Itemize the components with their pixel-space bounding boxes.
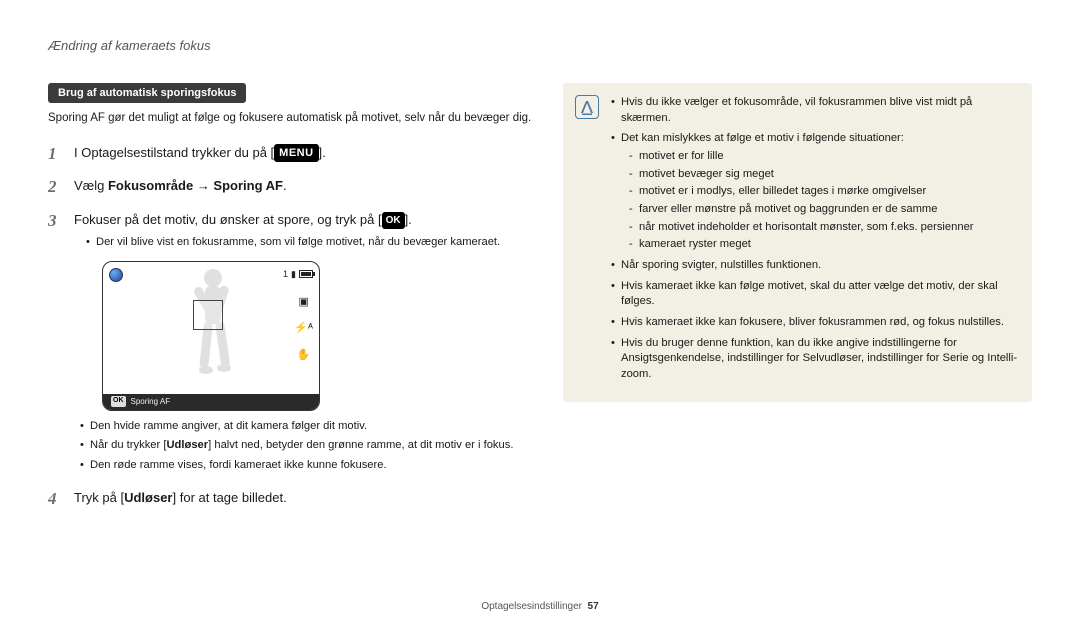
camera-screen-illustration: 1 ▮ [102, 261, 320, 411]
right-column: Hvis du ikke vælger et fokusområde, vil … [563, 83, 1032, 511]
bullet-item: Den røde ramme vises, fordi kameraet ikk… [80, 458, 537, 474]
step-body: Tryk på [Udløser] for at tage billedet. [74, 486, 537, 508]
step-body: Fokuser på det motiv, du ønsker at spore… [74, 208, 537, 478]
note-subitem: motivet er i modlys, eller billedet tage… [629, 184, 1018, 200]
mode-icon [109, 268, 123, 282]
note-box: Hvis du ikke vælger et fokusområde, vil … [563, 83, 1032, 402]
note-item: Hvis du ikke vælger et fokusområde, vil … [611, 95, 1018, 126]
side-icons: ▣ ⚡ᴬ ✋ [294, 294, 313, 364]
step-body: I Optagelsestilstand trykker du på [MENU… [74, 141, 537, 163]
ok-badge: OK [111, 396, 126, 407]
bullet-item: Når du trykker [Udløser] halvt ned, bety… [80, 438, 537, 454]
card-icon: ▮ [291, 268, 296, 282]
bullet-item: Den hvide ramme angiver, at dit kamera f… [80, 419, 537, 435]
battery-icon [299, 270, 313, 278]
page-header: Ændring af kameraets fokus [0, 0, 1080, 53]
flash-icon: ⚡ᴬ [294, 320, 313, 337]
step-number: 3 [48, 208, 64, 234]
note-subitem: motivet bevæger sig meget [629, 167, 1018, 183]
ok-button-icon: OK [382, 212, 405, 229]
focus-frame [193, 300, 223, 330]
header-title: Ændring af kameraets fokus [48, 38, 211, 53]
note-item: Det kan mislykkes at følge et motiv i fø… [611, 131, 1018, 253]
intro-text: Sporing AF gør det muligt at følge og fo… [48, 111, 537, 127]
step-3: 3 Fokuser på det motiv, du ønsker at spo… [48, 208, 537, 478]
note-item: Hvis kameraet ikke kan følge motivet, sk… [611, 279, 1018, 310]
content-columns: Brug af automatisk sporingsfokus Sporing… [0, 53, 1080, 511]
post-screen-bullets: Den hvide ramme angiver, at dit kamera f… [74, 419, 537, 474]
step-body: Vælg Fokusområde → Sporing AF. [74, 174, 537, 196]
screen-bottom-bar: OK Sporing AF [103, 394, 319, 410]
note-item: Hvis kameraet ikke kan fokusere, bliver … [611, 315, 1018, 331]
footer-section: Optagelsesindstillinger [481, 601, 582, 612]
step-4: 4 Tryk på [Udløser] for at tage billedet… [48, 486, 537, 512]
note-info-icon [575, 95, 599, 119]
shot-count: 1 [283, 268, 288, 282]
step-number: 4 [48, 486, 64, 512]
note-subitem: kameraet ryster meget [629, 237, 1018, 253]
menu-button-icon: MENU [274, 144, 318, 163]
left-column: Brug af automatisk sporingsfokus Sporing… [48, 83, 537, 511]
page-footer: Optagelsesindstillinger 57 [0, 601, 1080, 612]
note-subitem: farver eller mønstre på motivet og baggr… [629, 202, 1018, 218]
step-2: 2 Vælg Fokusområde → Sporing AF. [48, 174, 537, 200]
sub-bullet-item: Der vil blive vist en fokusramme, som vi… [86, 235, 537, 251]
section-badge: Brug af automatisk sporingsfokus [48, 83, 246, 103]
note-subitem: når motivet indeholder et horisontalt mø… [629, 220, 1018, 236]
note-item: Når sporing svigter, nulstilles funktion… [611, 258, 1018, 274]
step-number: 2 [48, 174, 64, 200]
steps-list: 1 I Optagelsestilstand trykker du på [ME… [48, 141, 537, 512]
note-list: Hvis du ikke vælger et fokusområde, vil … [611, 95, 1018, 388]
note-item: Hvis du bruger denne funktion, kan du ik… [611, 336, 1018, 383]
step-number: 1 [48, 141, 64, 167]
step-sub-bullets: Der vil blive vist en fokusramme, som vi… [74, 235, 537, 251]
step-1: 1 I Optagelsestilstand trykker du på [ME… [48, 141, 537, 167]
mode-label: Sporing AF [131, 396, 171, 408]
stabilizer-icon: ✋ [297, 347, 311, 364]
exposure-icon: ▣ [298, 294, 308, 311]
note-subitem: motivet er for lille [629, 149, 1018, 165]
page-number: 57 [588, 601, 599, 612]
note-sublist: motivet er for lille motivet bevæger sig… [621, 149, 1018, 253]
status-icons: 1 ▮ [283, 268, 313, 282]
